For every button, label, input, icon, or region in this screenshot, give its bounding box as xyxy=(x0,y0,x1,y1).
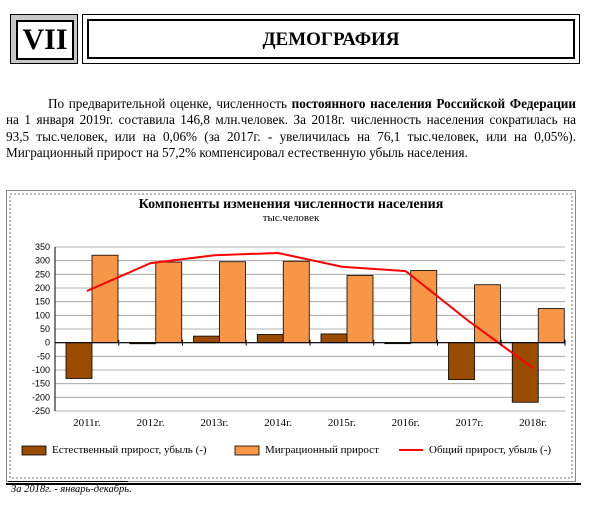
bar-migration xyxy=(410,270,438,344)
intro-text-end: на 1 января 2019г. составила 146,8 млн.ч… xyxy=(6,112,576,160)
chart-frame: Компоненты изменения численности населен… xyxy=(6,190,576,482)
legend-label: Миграционный прирост xyxy=(265,444,379,456)
x-axis-tick-labels: 2011г. 2012г. 2013г. 2014г. 2015г. 2016г. 2017… xyxy=(73,417,547,429)
y-tick-label: 300 xyxy=(35,256,50,266)
x-tick-label: 2013г. xyxy=(200,417,228,429)
population-change-chart: Компоненты изменения численности населен… xyxy=(9,193,573,479)
y-tick-label: 350 xyxy=(35,242,50,252)
chart-total-line xyxy=(86,251,534,369)
section-header: VII ДЕМОГРАФИЯ xyxy=(10,14,580,64)
y-tick-label: 50 xyxy=(40,324,50,334)
y-tick-label: -200 xyxy=(32,392,50,402)
x-tick-label: 2012г. xyxy=(137,417,165,429)
bar-natural xyxy=(256,334,284,344)
legend-label: Естественный прирост, убыль (-) xyxy=(52,444,207,456)
legend-label: Общий прирост, убыль (-) xyxy=(429,444,551,456)
chart-subtitle: тыс.человек xyxy=(263,212,320,224)
bar-migration xyxy=(537,308,565,344)
y-tick-label: -100 xyxy=(32,365,50,375)
y-tick-label: 250 xyxy=(35,269,50,279)
x-tick-label: 2016г. xyxy=(392,417,420,429)
section-title: ДЕМОГРАФИЯ xyxy=(87,19,575,59)
y-tick-label: -150 xyxy=(32,379,50,389)
bar-natural xyxy=(193,335,220,344)
footnote: За 2018г. - январь-декабрь. xyxy=(11,484,132,495)
x-tick-label: 2017г. xyxy=(455,417,483,429)
x-tick-label: 2015г. xyxy=(328,417,356,429)
x-tick-label: 2018г. xyxy=(519,417,547,429)
intro-text-start: По предварительной оценке, численность xyxy=(48,96,292,111)
chart-gridlines xyxy=(54,246,565,412)
y-axis-tick-labels: 350 300 250 200 150 100 50 0 -50 -100 -150 -200 -250 xyxy=(32,242,50,416)
bar-natural xyxy=(511,342,539,403)
series-line-total xyxy=(86,251,534,369)
intro-bold-text: постоянного населения Российской Федерац… xyxy=(291,96,576,111)
x-axis xyxy=(54,339,566,346)
y-tick-label: 200 xyxy=(35,283,50,293)
legend-swatch xyxy=(21,445,47,456)
section-number: VII xyxy=(16,20,74,60)
section-number-box: VII xyxy=(10,14,78,64)
chart-area-border xyxy=(9,193,573,479)
x-tick-label: 2014г. xyxy=(264,417,292,429)
bar-natural xyxy=(320,333,348,344)
chart-title: Компоненты изменения численности населен… xyxy=(139,197,444,212)
bar-migration xyxy=(346,275,374,344)
footnote-line xyxy=(8,481,128,482)
legend-swatch xyxy=(234,445,260,456)
intro-paragraph: По предварительной оценке, численность п… xyxy=(6,96,576,161)
y-tick-label: -50 xyxy=(37,351,50,361)
chart-legend: Естественный прирост, убыль (-) Миграцион… xyxy=(21,444,551,456)
bar-migration xyxy=(219,261,246,344)
bar-migration xyxy=(91,254,119,344)
bar-natural xyxy=(65,342,93,379)
bar-migration xyxy=(282,260,310,344)
y-tick-label: 100 xyxy=(35,310,50,320)
y-tick-label: 0 xyxy=(45,338,50,348)
footer-separator xyxy=(6,483,581,485)
x-tick-label: 2011г. xyxy=(73,417,101,429)
chart-bars xyxy=(65,254,565,403)
y-tick-label: -250 xyxy=(32,406,50,416)
bar-natural xyxy=(448,342,475,380)
bar-migration xyxy=(474,284,501,344)
bar-migration xyxy=(155,261,183,344)
y-tick-label: 150 xyxy=(35,297,50,307)
section-title-box: ДЕМОГРАФИЯ xyxy=(82,14,580,64)
